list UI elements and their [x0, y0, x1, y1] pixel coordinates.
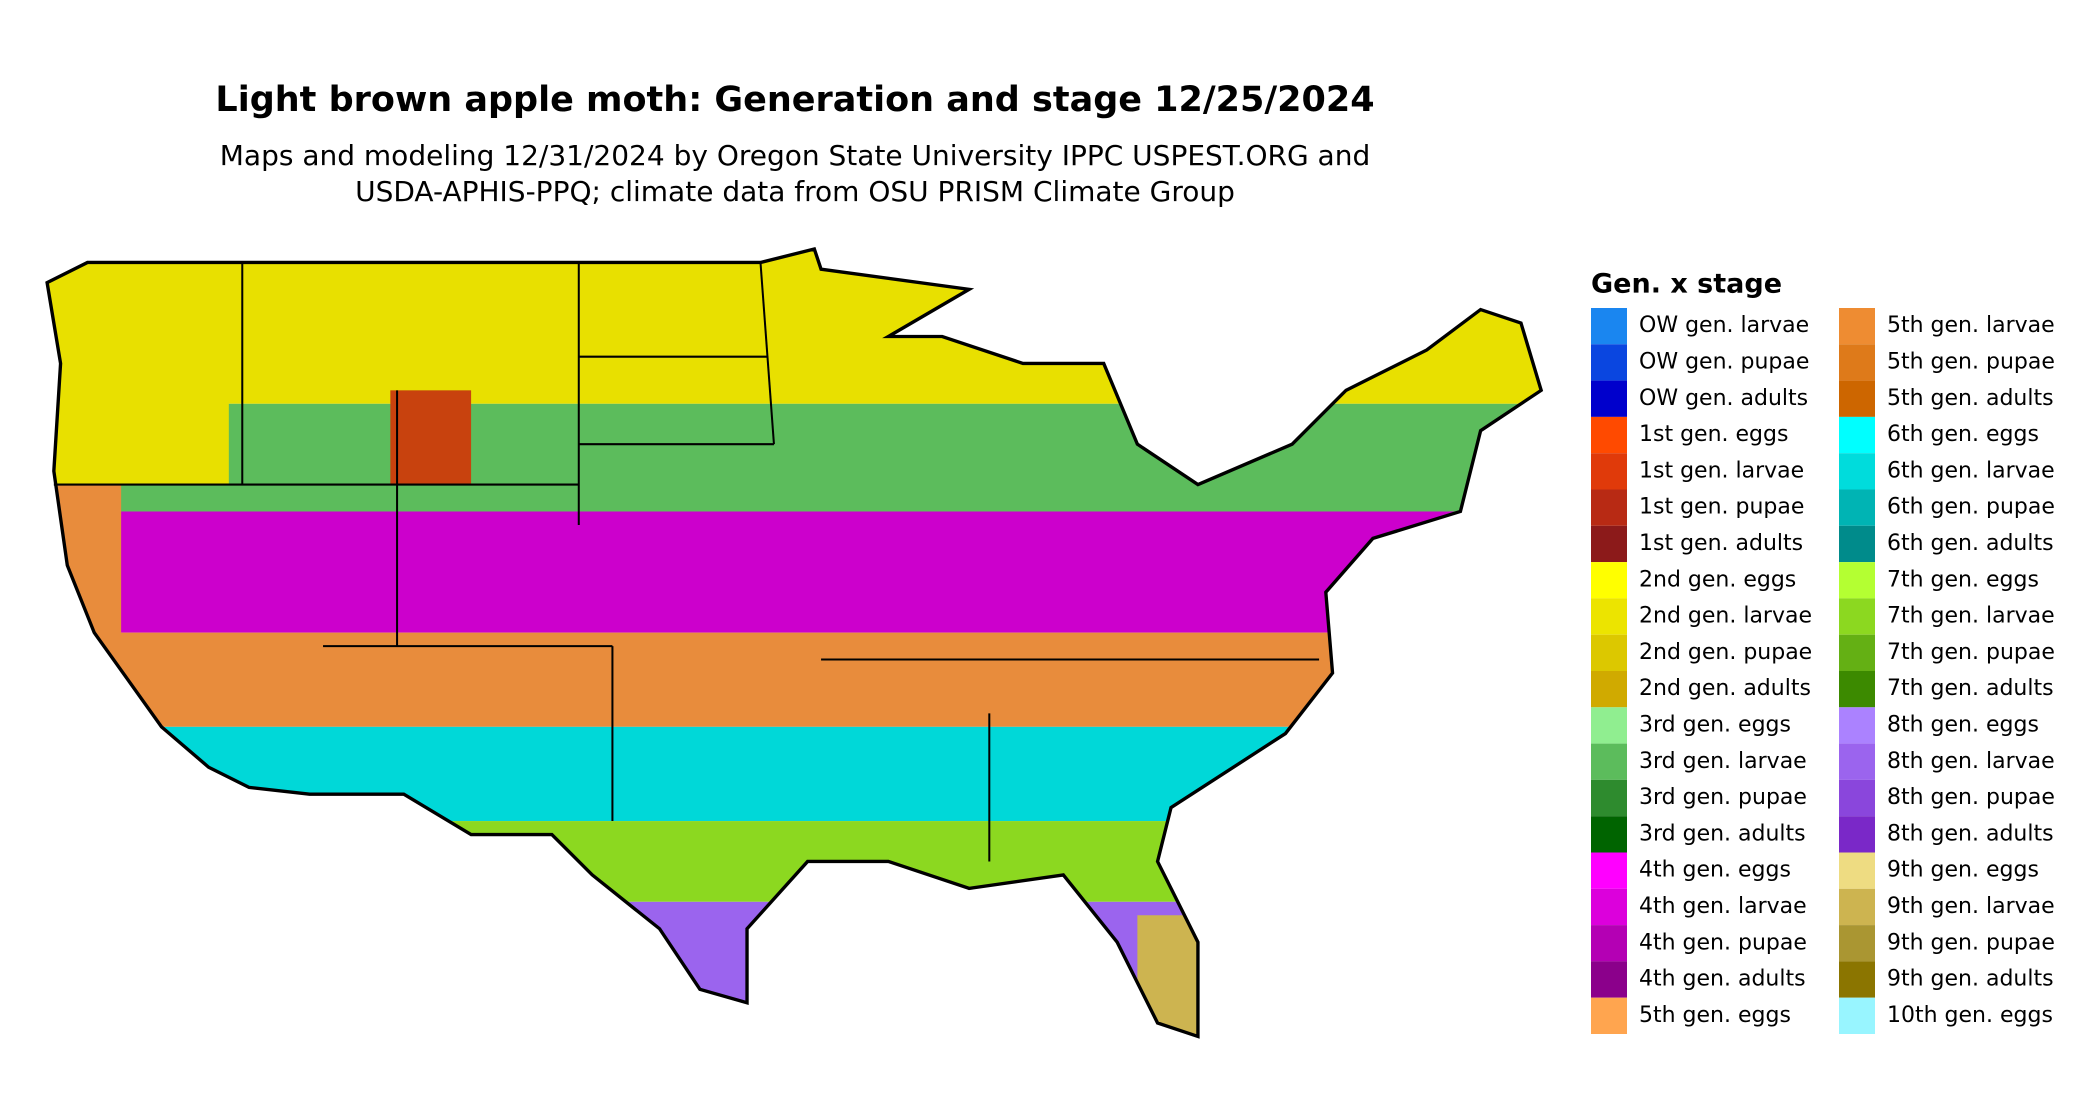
legend-swatch	[1839, 380, 1875, 417]
legend-swatch	[1839, 852, 1875, 889]
legend-swatch	[1591, 671, 1627, 708]
legend-swatch	[1591, 489, 1627, 526]
subtitle: Maps and modeling 12/31/2024 by Oregon S…	[220, 139, 1371, 172]
legend-swatch	[1839, 925, 1875, 962]
legend-label: 1st gen. larvae	[1639, 458, 1804, 483]
legend-label: 5th gen. eggs	[1639, 1003, 1791, 1028]
legend-label: OW gen. adults	[1639, 386, 1808, 411]
legend-swatch	[1839, 743, 1875, 780]
legend-label: 2nd gen. pupae	[1639, 640, 1812, 665]
legend-swatch	[1591, 997, 1627, 1034]
title: Light brown apple moth: Generation and s…	[215, 80, 1374, 120]
legend-label: 7th gen. eggs	[1887, 567, 2039, 592]
legend-label: 2nd gen. adults	[1639, 676, 1811, 701]
legend-swatch	[1591, 344, 1627, 381]
legend-label: 4th gen. larvae	[1639, 894, 1807, 919]
legend-swatch	[1839, 489, 1875, 526]
legend-label: 9th gen. larvae	[1887, 894, 2055, 919]
legend-swatch	[1591, 961, 1627, 998]
map	[45, 246, 1544, 1039]
legend-label: 10th gen. eggs	[1887, 1003, 2053, 1028]
legend-label: OW gen. pupae	[1639, 349, 1809, 374]
legend: OW gen. larvae OW gen. pupae OW gen. adult…	[1591, 308, 2055, 1034]
legend-swatch	[1839, 888, 1875, 926]
legend-title: Gen. x stage	[1591, 269, 1782, 300]
legend-swatch	[1839, 997, 1875, 1034]
legend-swatch	[1591, 888, 1627, 926]
legend-label: 7th gen. pupae	[1887, 640, 2055, 665]
legend-swatch	[1591, 380, 1627, 417]
legend-label: 8th gen. adults	[1887, 821, 2054, 846]
legend-swatch	[1591, 925, 1627, 962]
legend-label: 9th gen. adults	[1887, 967, 2054, 992]
legend-label: 9th gen. eggs	[1887, 858, 2039, 883]
legend-label: 4th gen. pupae	[1639, 930, 1807, 955]
legend-label: 6th gen. eggs	[1887, 422, 2039, 447]
legend-swatch	[1839, 961, 1875, 998]
legend-label: 5th gen. larvae	[1887, 313, 2055, 338]
legend-label: 3rd gen. pupae	[1639, 785, 1807, 810]
legend-swatch	[1839, 634, 1875, 671]
legend-label: 7th gen. larvae	[1887, 604, 2055, 629]
legend-swatch	[1591, 634, 1627, 671]
legend-swatch	[1591, 598, 1627, 635]
legend-swatch	[1839, 707, 1875, 744]
legend-swatch	[1591, 562, 1627, 599]
legend-label: 2nd gen. eggs	[1639, 567, 1796, 592]
legend-label: 4th gen. eggs	[1639, 858, 1791, 883]
legend-swatch	[1591, 743, 1627, 780]
legend-swatch	[1591, 308, 1627, 345]
legend-label: 6th gen. larvae	[1887, 458, 2055, 483]
legend-label: 6th gen. adults	[1887, 531, 2054, 556]
legend-label: 3rd gen. eggs	[1639, 712, 1791, 737]
legend-swatch	[1591, 416, 1627, 454]
legend-label: 1st gen. pupae	[1639, 495, 1804, 520]
legend-label: 5th gen. adults	[1887, 386, 2054, 411]
legend-swatch	[1839, 562, 1875, 599]
legend-swatch	[1839, 453, 1875, 490]
legend-label: 8th gen. eggs	[1887, 712, 2039, 737]
legend-label: OW gen. larvae	[1639, 313, 1809, 338]
legend-label: 1st gen. adults	[1639, 531, 1803, 556]
legend-swatch	[1591, 453, 1627, 490]
legend-swatch	[1839, 525, 1875, 563]
legend-label: 3rd gen. larvae	[1639, 749, 1807, 774]
legend-swatch	[1591, 852, 1627, 889]
legend-label: 2nd gen. larvae	[1639, 604, 1812, 629]
legend-swatch	[1839, 308, 1875, 345]
legend-swatch	[1591, 525, 1627, 563]
legend-swatch	[1839, 598, 1875, 635]
legend-label: 8th gen. larvae	[1887, 749, 2055, 774]
legend-label: 4th gen. adults	[1639, 967, 1806, 992]
legend-label: 9th gen. pupae	[1887, 930, 2055, 955]
legend-swatch	[1839, 416, 1875, 454]
legend-swatch	[1591, 707, 1627, 744]
legend-label: 7th gen. adults	[1887, 676, 2054, 701]
legend-swatch	[1591, 816, 1627, 853]
legend-swatch	[1839, 344, 1875, 381]
legend-swatch	[1839, 816, 1875, 853]
legend-label: 5th gen. pupae	[1887, 349, 2055, 374]
legend-label: 1st gen. eggs	[1639, 422, 1788, 447]
legend-swatch	[1839, 779, 1875, 817]
legend-label: 8th gen. pupae	[1887, 785, 2055, 810]
legend-swatch	[1839, 671, 1875, 708]
legend-label: 3rd gen. adults	[1639, 821, 1806, 846]
subtitle: USDA-APHIS-PPQ; climate data from OSU PR…	[355, 175, 1235, 208]
legend-label: 6th gen. pupae	[1887, 495, 2055, 520]
legend-swatch	[1591, 779, 1627, 817]
